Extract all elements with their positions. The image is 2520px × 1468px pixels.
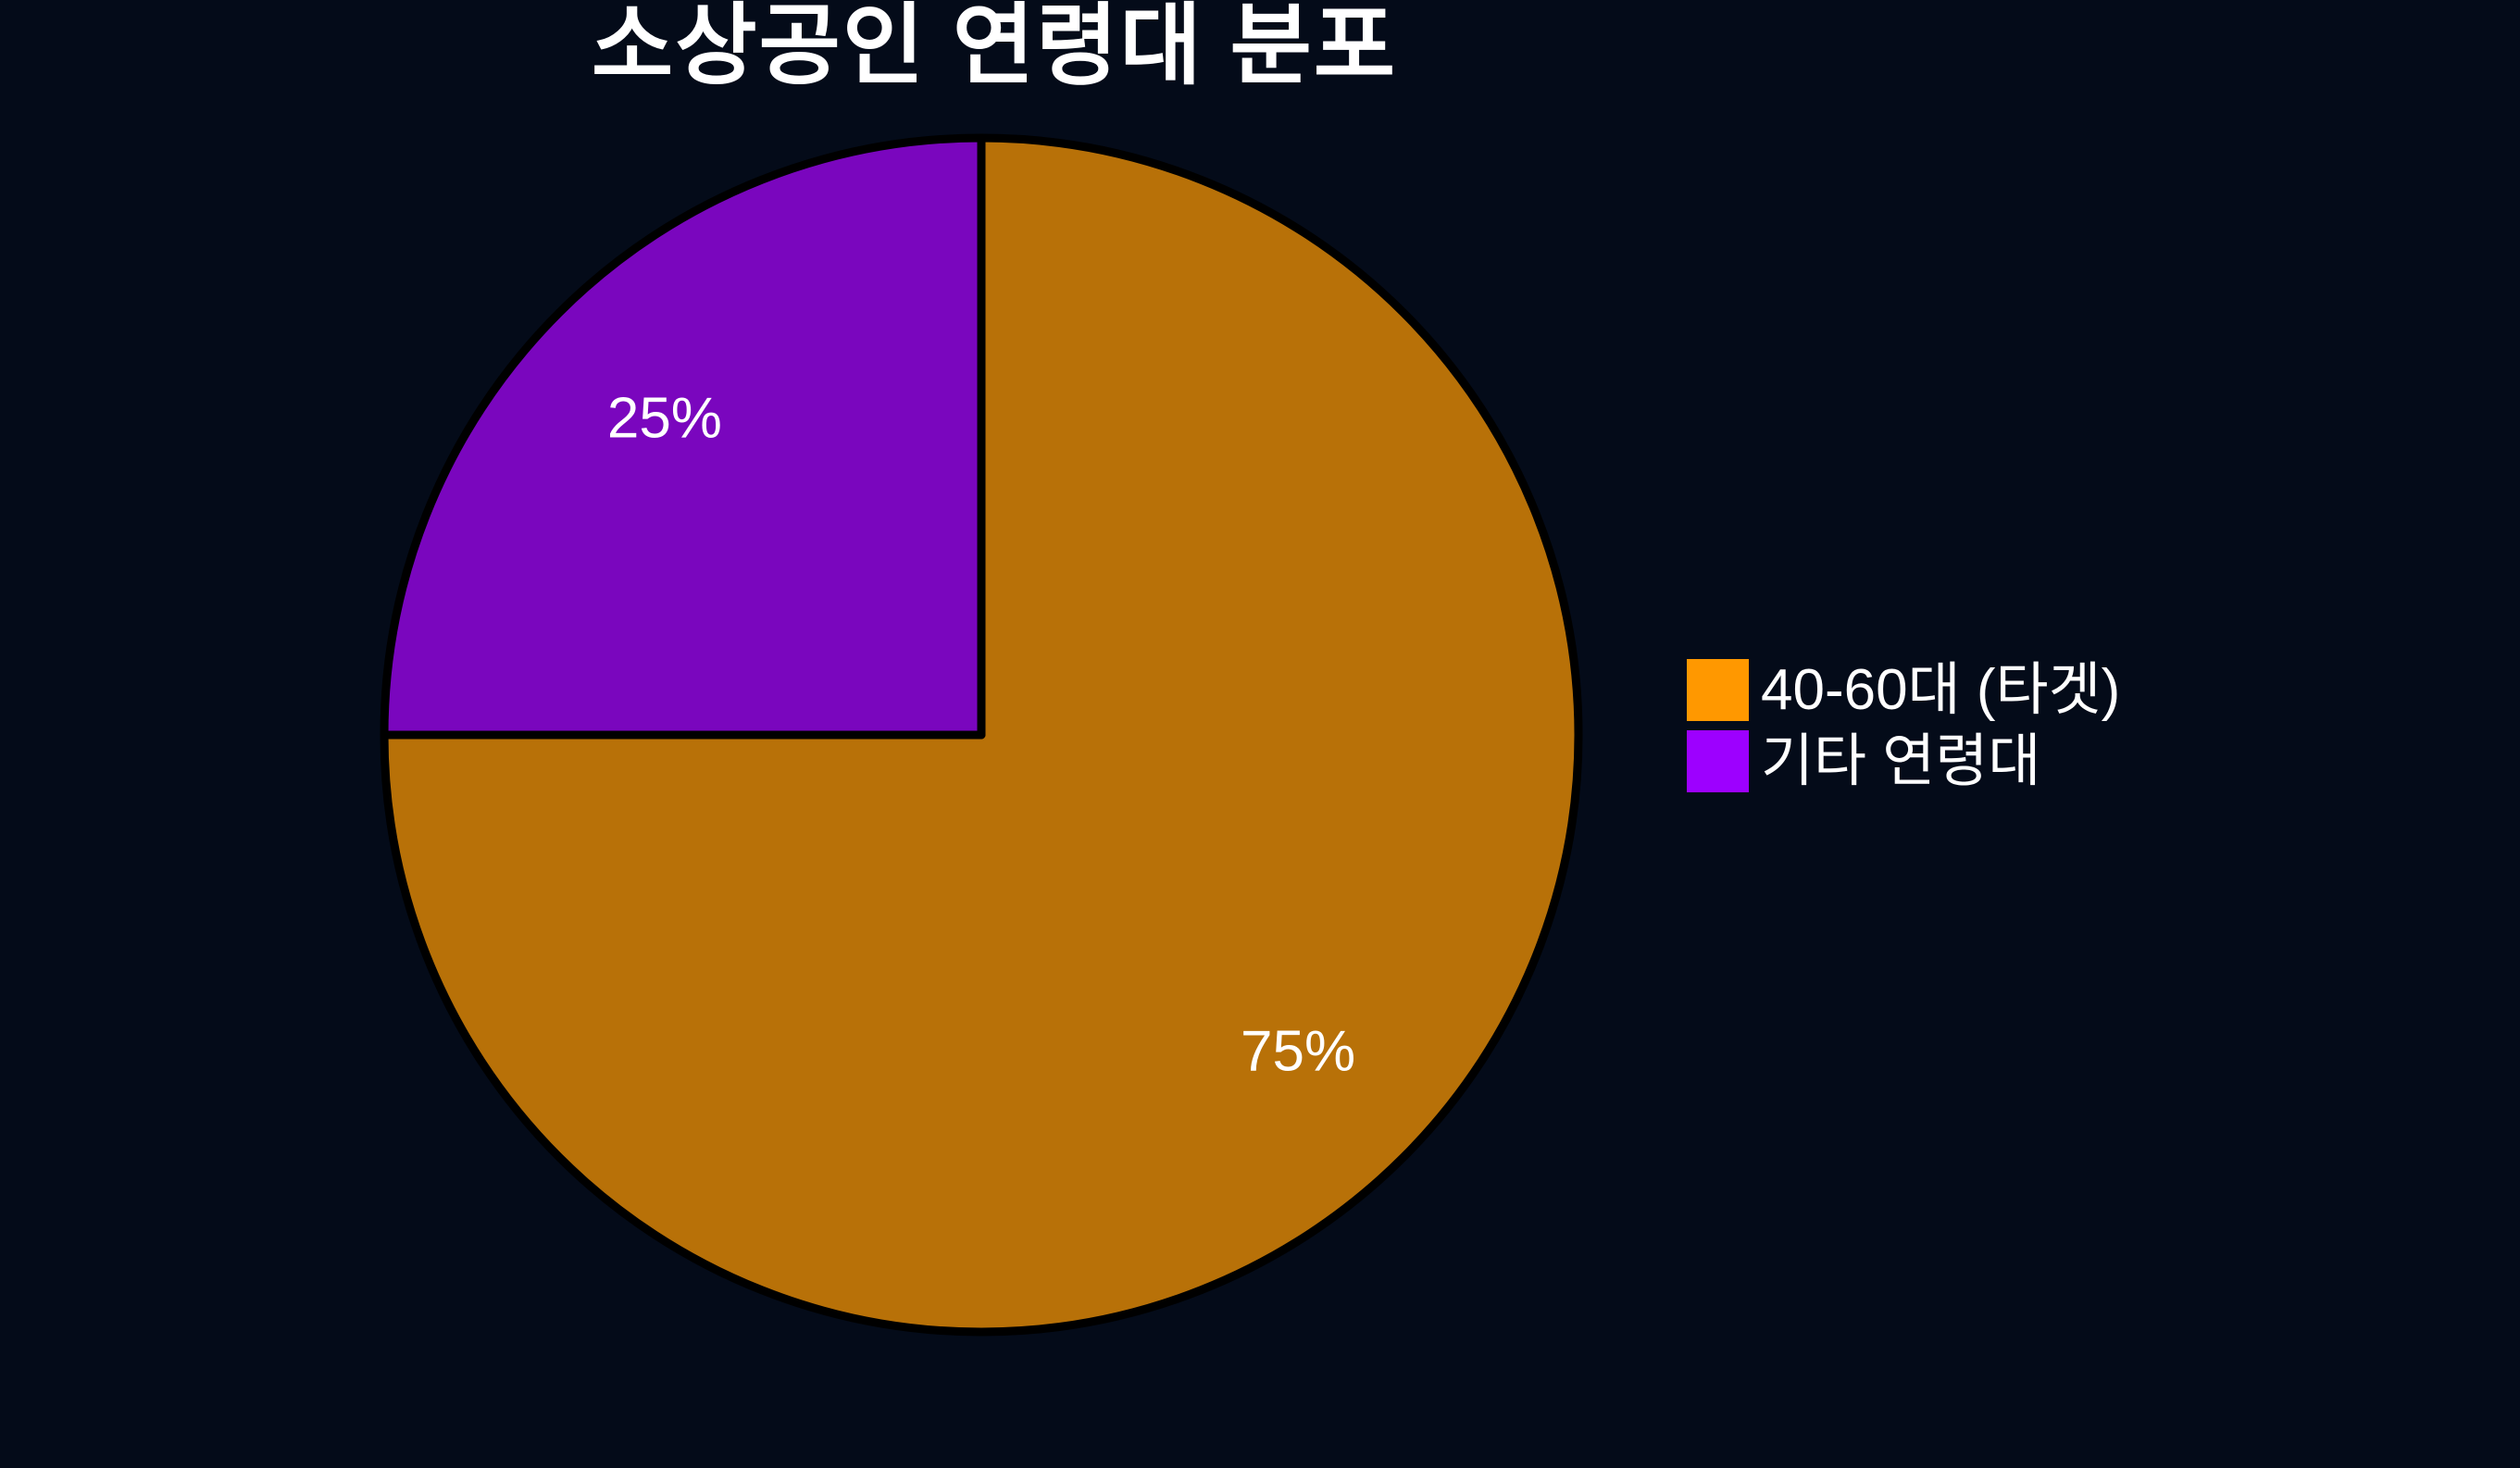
legend-label-target: 40-60대 (타겟) <box>1761 657 2121 722</box>
legend-item-other: 기타 연령대 <box>1687 730 2120 792</box>
legend-label-other: 기타 연령대 <box>1761 728 2041 793</box>
pie-chart: 75% 25% <box>380 133 1583 1337</box>
percentage-label: 25% <box>607 386 722 450</box>
legend-swatch-purple <box>1687 730 1749 792</box>
legend: 40-60대 (타겟) 기타 연령대 <box>1687 659 2120 792</box>
pie-slice-1 <box>380 133 986 740</box>
legend-swatch-orange <box>1687 659 1749 721</box>
percentage-label: 75% <box>1241 1020 1355 1084</box>
chart-title: 소상공인 연령대 분포 <box>591 0 1398 95</box>
legend-item-target: 40-60대 (타겟) <box>1687 659 2120 721</box>
